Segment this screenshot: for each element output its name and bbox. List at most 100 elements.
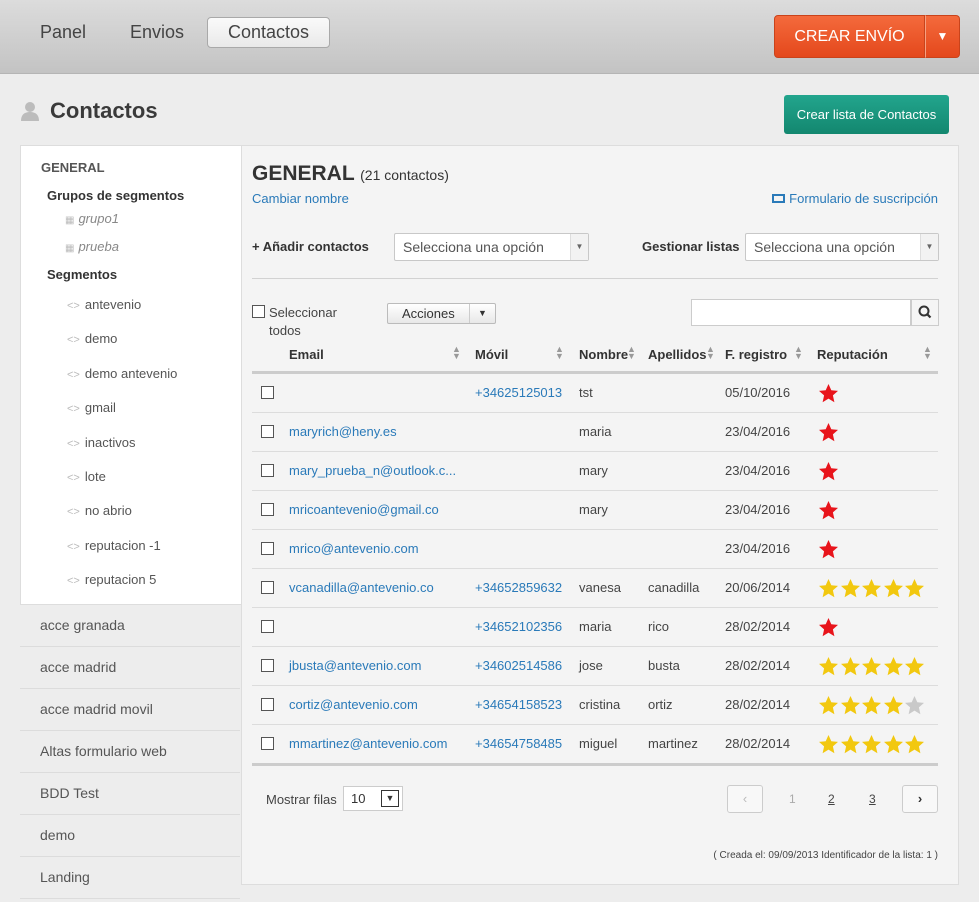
sidebar-segment-item[interactable]: <> lote [67, 469, 106, 484]
row-checkbox[interactable] [261, 425, 274, 438]
create-send-button[interactable]: CREAR ENVÍO [774, 15, 925, 58]
search-input[interactable] [691, 299, 911, 326]
sort-icon[interactable]: ▲ ▼ [452, 344, 461, 361]
actions-dropdown[interactable]: Acciones ▼ [387, 303, 496, 324]
cell-mobile[interactable]: +34654758485 [475, 736, 563, 751]
sidebar-group-item[interactable]: ▦ prueba [65, 239, 119, 254]
code-icon: <> [67, 575, 80, 587]
divider [252, 278, 938, 279]
cell-mobile[interactable]: +34602514586 [475, 658, 563, 673]
row-checkbox[interactable] [261, 581, 274, 594]
table-row[interactable]: cortiz@antevenio.com +34654158523 cristina… [252, 686, 938, 725]
sidebar-segment-item[interactable]: <> gmail [67, 400, 116, 415]
sidebar-group-item[interactable]: ▦ grupo1 [65, 211, 119, 226]
manage-lists-select[interactable]: Selecciona una opción ▼ [745, 233, 939, 261]
tab-envios[interactable]: Envios [130, 22, 185, 42]
table-row[interactable]: +34625125013 tst 05/10/2016 [252, 374, 938, 413]
segment-label: demo antevenio [84, 366, 178, 381]
segment-groups-heading: Grupos de segmentos [47, 188, 185, 203]
star-icon [904, 656, 925, 677]
sidebar-list-item[interactable]: Landing [20, 857, 240, 899]
sidebar-list-item[interactable]: demo [20, 815, 240, 857]
table-row[interactable]: mricoantevenio@gmail.co mary 23/04/2016 [252, 491, 938, 530]
row-checkbox[interactable] [261, 464, 274, 477]
column-header-email[interactable]: Email [289, 347, 324, 362]
row-checkbox[interactable] [261, 542, 274, 555]
sidebar-segment-item[interactable]: <> demo [67, 331, 117, 346]
cell-email[interactable]: mmartinez@antevenio.com [289, 736, 448, 751]
sort-icon[interactable]: ▲ ▼ [794, 344, 803, 361]
cell-mobile[interactable]: +34625125013 [475, 385, 563, 400]
sort-icon[interactable]: ▲ ▼ [555, 344, 564, 361]
tab-contactos[interactable]: Contactos [207, 17, 331, 48]
cell-email[interactable]: mrico@antevenio.com [289, 541, 419, 556]
page-link[interactable]: 1 [789, 792, 796, 806]
sidebar-list-item[interactable]: acce madrid movil [20, 689, 240, 731]
next-page-button[interactable]: › [902, 785, 938, 813]
page-link[interactable]: 3 [869, 792, 876, 806]
cell-email[interactable]: vcanadilla@antevenio.co [289, 580, 434, 595]
subscription-form-link[interactable]: Formulario de suscripción [772, 191, 938, 206]
caret-down-icon: ▼ [570, 234, 588, 260]
create-contact-list-button[interactable]: Crear lista de Contactos [784, 95, 949, 134]
rows-per-page-select[interactable]: 10 ▼ [343, 786, 403, 811]
column-header-registered[interactable]: F. registro [725, 347, 788, 362]
table-row[interactable]: vcanadilla@antevenio.co +34652859632 vanes… [252, 569, 938, 608]
prev-page-button[interactable]: ‹ [727, 785, 763, 813]
sort-icon[interactable]: ▲ ▼ [627, 344, 636, 361]
grid-icon: ▦ [65, 243, 75, 254]
cell-mobile[interactable]: +34652102356 [475, 619, 563, 634]
column-header-mobile[interactable]: Móvil [475, 347, 509, 362]
sidebar-segment-item[interactable]: <> reputacion -1 [67, 538, 161, 553]
table-row[interactable]: mmartinez@antevenio.com +34654758485 migue… [252, 725, 938, 764]
column-header-reputation[interactable]: Reputación [817, 347, 888, 362]
rename-link[interactable]: Cambiar nombre [252, 191, 349, 206]
select-all-checkbox[interactable] [252, 305, 265, 318]
column-header-name[interactable]: Nombre [579, 347, 629, 362]
sidebar-list-item[interactable]: Altas formulario web [20, 731, 240, 773]
row-checkbox[interactable] [261, 737, 274, 750]
add-contacts-select[interactable]: Selecciona una opción ▼ [394, 233, 589, 261]
table-row[interactable]: +34652102356 maria rico 28/02/2014 [252, 608, 938, 647]
sort-icon[interactable]: ▲ ▼ [706, 344, 715, 361]
sidebar-segment-item[interactable]: <> inactivos [67, 435, 135, 450]
cell-date: 28/02/2014 [725, 697, 791, 712]
star-icon [818, 617, 839, 638]
table-header-divider [252, 371, 938, 374]
star-icon [818, 461, 839, 482]
table-row[interactable]: mrico@antevenio.com 23/04/2016 [252, 530, 938, 569]
cell-email[interactable]: jbusta@antevenio.com [289, 658, 422, 673]
table-row[interactable]: mary_prueba_n@outlook.c... mary 23/04/2016 [252, 452, 938, 491]
table-row[interactable]: maryrich@heny.es maria 23/04/2016 [252, 413, 938, 452]
sidebar-segment-item[interactable]: <> reputacion 5 [67, 572, 156, 587]
cell-mobile[interactable]: +34654158523 [475, 697, 563, 712]
sidebar-segment-item[interactable]: <> demo antevenio [67, 366, 177, 381]
row-checkbox[interactable] [261, 386, 274, 399]
sidebar-segment-item[interactable]: <> no abrio [67, 503, 132, 518]
segment-label: reputacion -1 [84, 538, 161, 553]
cell-email[interactable]: cortiz@antevenio.com [289, 697, 418, 712]
create-send-dropdown-toggle[interactable]: ▼ [925, 15, 960, 58]
tab-panel[interactable]: Panel [40, 22, 87, 42]
cell-email[interactable]: mricoantevenio@gmail.co [289, 502, 439, 517]
cell-name: maria [579, 424, 612, 439]
cell-mobile[interactable]: +34652859632 [475, 580, 563, 595]
page-link[interactable]: 2 [828, 792, 835, 806]
cell-email[interactable]: mary_prueba_n@outlook.c... [289, 463, 457, 478]
row-checkbox[interactable] [261, 698, 274, 711]
sidebar-general-title[interactable]: GENERAL [41, 160, 105, 175]
row-checkbox[interactable] [261, 659, 274, 672]
sidebar-segment-item[interactable]: <> antevenio [67, 297, 141, 312]
rows-per-page-value: 10 [351, 791, 366, 806]
sidebar-list-item[interactable]: acce granada [20, 605, 240, 647]
star-icon [883, 656, 904, 677]
search-button[interactable] [911, 299, 939, 326]
sidebar-list-item[interactable]: acce madrid [20, 647, 240, 689]
row-checkbox[interactable] [261, 503, 274, 516]
table-row[interactable]: jbusta@antevenio.com +34602514586 jose bust… [252, 647, 938, 686]
row-checkbox[interactable] [261, 620, 274, 633]
column-header-surname[interactable]: Apellidos [648, 347, 707, 362]
cell-email[interactable]: maryrich@heny.es [289, 424, 397, 439]
sort-icon[interactable]: ▲ ▼ [923, 344, 932, 361]
sidebar-list-item[interactable]: BDD Test [20, 773, 240, 815]
